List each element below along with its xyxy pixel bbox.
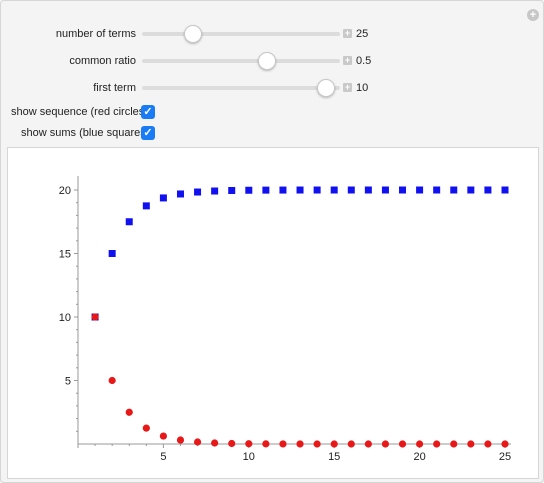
sequence-point <box>501 440 509 448</box>
sum-point <box>416 186 424 194</box>
checkbox-label-show-sequence: show sequence (red circles) <box>11 106 148 118</box>
sum-point <box>262 186 270 194</box>
x-tick-label: 5 <box>160 451 166 463</box>
sum-point <box>501 186 509 194</box>
expand-options-icon[interactable]: + <box>527 9 539 21</box>
sequence-point <box>108 376 116 385</box>
plus-icon[interactable]: + <box>343 55 352 65</box>
show-sequence-checkbox[interactable]: ✓ <box>141 105 155 119</box>
sum-point <box>450 186 458 194</box>
sequence-point <box>347 440 355 448</box>
y-tick-label: 15 <box>59 249 71 261</box>
sum-point <box>347 186 355 194</box>
sequence-point <box>279 440 287 448</box>
plus-icon[interactable]: + <box>343 28 352 38</box>
sequence-point <box>433 440 441 448</box>
sequence-point <box>91 313 99 321</box>
slider-first-term[interactable] <box>142 86 340 90</box>
sum-point <box>330 186 338 194</box>
sequence-point <box>364 440 372 448</box>
sequence-point <box>467 440 475 448</box>
sum-point <box>211 187 219 195</box>
sequence-point <box>313 440 321 448</box>
slider-number-of-terms[interactable] <box>142 32 340 36</box>
slider-value-number-of-terms: 25 <box>356 28 369 40</box>
x-tick-label: 15 <box>328 451 340 463</box>
sum-point <box>313 186 321 194</box>
sum-point <box>142 202 150 210</box>
sum-point <box>296 186 304 194</box>
sequence-point <box>330 440 338 448</box>
sum-point <box>364 186 372 194</box>
sequence-point <box>211 439 219 447</box>
sequence-point <box>484 440 492 448</box>
show-sums-checkbox[interactable]: ✓ <box>141 126 155 140</box>
slider-thumb-common-ratio[interactable] <box>258 52 277 70</box>
data-marks <box>91 186 509 448</box>
sum-point <box>467 186 475 194</box>
sum-point <box>108 250 116 257</box>
x-tick-label: 25 <box>499 451 511 463</box>
slider-label-number-of-terms: number of terms <box>55 28 136 40</box>
y-tick-label: 20 <box>59 185 71 197</box>
sum-point <box>125 218 133 226</box>
sequence-point <box>381 440 390 448</box>
sequence-point <box>245 440 253 448</box>
slider-label-common-ratio: common ratio <box>69 55 136 67</box>
y-tick-label: 10 <box>59 312 71 324</box>
slider-thumb-number-of-terms[interactable] <box>183 25 202 43</box>
sequence-point <box>296 440 304 448</box>
slider-common-ratio[interactable] <box>142 59 340 63</box>
sum-point <box>279 186 287 194</box>
sum-point <box>484 186 492 194</box>
sequence-point <box>176 436 185 444</box>
sum-point <box>159 194 167 202</box>
sequence-point <box>142 424 150 432</box>
sum-point <box>399 186 407 194</box>
checkbox-label-show-sums: show sums (blue squares) <box>21 127 150 139</box>
sum-point <box>176 190 184 198</box>
sequence-point <box>193 438 202 446</box>
sequence-point <box>416 440 424 448</box>
x-tick-label: 20 <box>413 451 425 463</box>
slider-label-first-term: first term <box>93 82 136 94</box>
plot-area: 5 10 15 20 25 5 10 15 20 <box>7 147 539 479</box>
sum-point <box>381 186 389 194</box>
sequence-point <box>262 440 270 448</box>
sum-point <box>228 187 236 195</box>
slider-value-first-term: 10 <box>356 82 369 94</box>
sequence-point <box>228 439 236 448</box>
sequence-point <box>398 440 407 448</box>
scatter-chart: 5 10 15 20 25 5 10 15 20 <box>59 176 511 463</box>
sum-point <box>194 188 202 196</box>
y-tick-label: 5 <box>65 376 71 388</box>
slider-value-common-ratio: 0.5 <box>356 55 372 67</box>
sum-point <box>433 186 441 194</box>
sequence-point <box>125 408 133 416</box>
sequence-point <box>450 440 458 448</box>
slider-thumb-first-term[interactable] <box>316 79 335 97</box>
x-tick-label: 10 <box>243 451 255 463</box>
plus-icon[interactable]: + <box>343 82 352 92</box>
sum-point <box>245 186 253 194</box>
sequence-point <box>159 432 167 440</box>
